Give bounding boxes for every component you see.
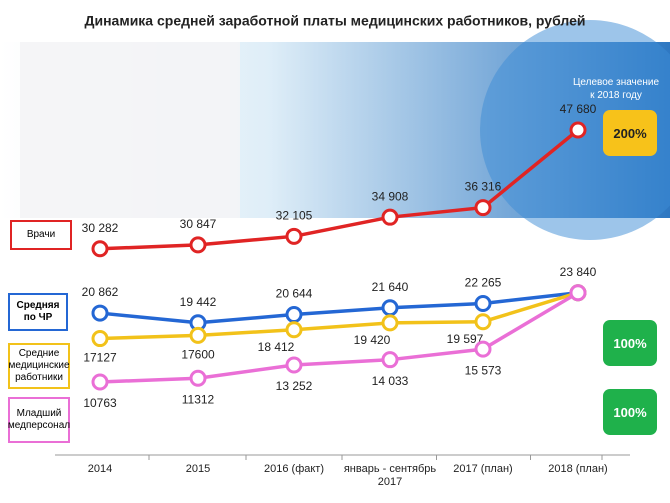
data-point <box>189 326 207 344</box>
data-label: 19 442 <box>180 295 217 309</box>
legend-entry: Младший медперсонал <box>8 397 70 443</box>
legend-entry: Врачи <box>10 220 72 250</box>
series-line <box>99 291 579 384</box>
data-label: 13 252 <box>276 379 313 393</box>
data-point <box>474 199 492 217</box>
badge: 200% <box>603 110 657 156</box>
data-point <box>474 340 492 358</box>
legend-entry: Средние медицинские работники <box>8 343 70 389</box>
data-point <box>381 208 399 226</box>
data-point <box>569 121 587 139</box>
data-label: 19 420 <box>354 333 391 347</box>
chart-title: Динамика средней заработной платы медици… <box>85 13 586 29</box>
data-label: 23 840 <box>560 265 597 279</box>
data-label: 22 265 <box>465 276 502 290</box>
data-label: 30 847 <box>180 217 217 231</box>
data-point <box>91 304 109 322</box>
data-label: 17600 <box>181 348 215 362</box>
data-label: 47 680 <box>560 102 597 116</box>
data-point <box>474 294 492 312</box>
data-label: 36 316 <box>465 180 502 194</box>
data-label: 11312 <box>182 392 215 406</box>
data-label: 19 597 <box>447 332 484 346</box>
data-label: 32 105 <box>276 208 313 222</box>
x-tick-label: 2017 (план) <box>453 463 513 475</box>
data-point <box>381 314 399 332</box>
x-tick-label: 2014 <box>87 463 113 475</box>
data-point <box>381 351 399 369</box>
x-tick-label: 2018 (план) <box>548 463 608 475</box>
data-label: 20 862 <box>82 285 119 299</box>
data-point <box>285 321 303 339</box>
series-line <box>99 290 579 325</box>
data-point <box>381 299 399 317</box>
x-tick-label: 2016 (факт) <box>264 463 324 475</box>
badge: 100% <box>603 389 657 435</box>
data-point <box>285 227 303 245</box>
data-label: 10763 <box>83 396 117 410</box>
legend-entry: Средняя по ЧР <box>8 293 68 331</box>
data-point <box>285 306 303 324</box>
x-tick-label: январь - сентябрь 2017 <box>343 463 437 488</box>
data-point <box>189 369 207 387</box>
doctor-photo <box>20 42 240 218</box>
badge: 100% <box>603 320 657 366</box>
data-label: 30 282 <box>82 221 119 235</box>
data-label: 17127 <box>83 351 117 365</box>
data-point <box>91 330 109 348</box>
data-point <box>285 356 303 374</box>
data-label: 15 573 <box>465 363 502 377</box>
data-label: 20 644 <box>276 287 313 301</box>
data-point <box>91 240 109 258</box>
data-point <box>569 284 587 302</box>
annotation: Целевое значение к 2018 году <box>572 77 659 101</box>
data-label: 21 640 <box>372 280 409 294</box>
data-label: 18 412 <box>258 340 295 354</box>
data-point <box>189 236 207 254</box>
data-label: 34 908 <box>372 189 409 203</box>
data-point <box>91 373 109 391</box>
data-point <box>474 313 492 331</box>
series-line <box>99 291 579 341</box>
series-line <box>99 128 580 251</box>
x-tick-label: 2015 <box>185 463 211 475</box>
data-label: 14 033 <box>372 374 409 388</box>
